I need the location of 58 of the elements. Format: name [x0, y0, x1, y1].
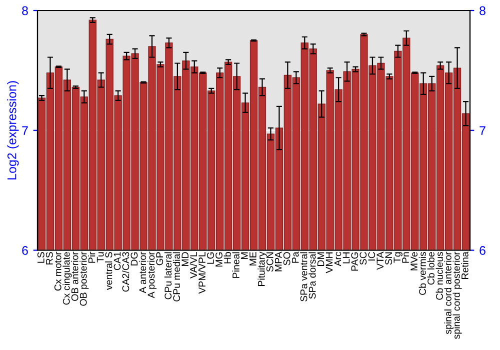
x-tick-label: Pn: [402, 252, 409, 263]
x-tick-label: MD: [182, 252, 188, 266]
x-tick-label: OB posterior: [80, 252, 89, 306]
x-tick-label: LH: [342, 252, 350, 264]
x-tick-label: A anterior: [138, 252, 146, 294]
x-tick-label: VPM/VPL: [198, 252, 206, 294]
x-tick-label: Pa: [292, 252, 299, 263]
x-tick-label: CA2/CA3: [122, 252, 130, 292]
y-tick-label: 8: [22, 6, 28, 16]
x-tick-label: Retina: [461, 252, 468, 279]
x-tick-label: OB anterior: [71, 252, 78, 301]
x-tick-label: Cx cingulate: [62, 252, 72, 305]
x-tick-label: Pituitary: [258, 252, 267, 286]
x-tick-label: Cb vermis: [418, 252, 426, 295]
x-tick-label: Hb: [224, 252, 231, 264]
x-tick-label: Arc: [334, 252, 342, 266]
x-tick-label: Tg: [394, 252, 402, 263]
x-tick-label: VMH: [326, 252, 333, 274]
x-tick-label: DG: [130, 252, 138, 266]
x-tick-label: SPa dorsal: [308, 252, 316, 299]
x-tick-label: SCN: [266, 252, 274, 272]
x-tick-label: SPa ventral: [300, 252, 308, 302]
x-tick-label: Cb nucleus: [436, 252, 443, 300]
x-tick-label: ME: [250, 252, 256, 266]
y-tick-label: 7: [22, 126, 28, 135]
x-tick-label: GP: [156, 252, 164, 266]
x-tick-label: ventral S: [105, 252, 112, 290]
x-tick-label: M: [241, 252, 248, 259]
x-tick-label: IC: [368, 252, 376, 260]
x-tick-label: Pir: [88, 252, 96, 263]
x-tick-label: DM: [317, 252, 324, 266]
x-tick-label: SO: [283, 252, 290, 266]
x-tick-label: CA1: [114, 252, 121, 270]
x-tick-label: PAG: [351, 252, 358, 271]
x-tick-label: spinal cord anterior: [444, 252, 454, 334]
x-tick-label: SC: [360, 252, 367, 265]
x-tick-label: A posterior: [147, 252, 157, 298]
x-tick-label: VA/VL: [190, 252, 197, 278]
x-tick-label: MG: [216, 252, 222, 266]
y-axis-title: Log2 (expression): [7, 81, 19, 180]
x-tick-label: MPA: [275, 252, 282, 272]
y2-tick-label: 6: [480, 246, 486, 255]
y2-tick-label: 8: [480, 6, 486, 16]
x-tick-label: SN: [385, 252, 392, 265]
x-tick-label: Pineal: [232, 252, 240, 278]
x-tick-label: VTA: [376, 252, 384, 270]
x-tick-label: Tu: [96, 252, 104, 262]
x-tick-label: spinal cord posterior: [452, 252, 462, 339]
x-tick-label: RS: [46, 252, 53, 264]
x-tick-label: Cx motor: [54, 252, 62, 291]
x-tick-label: MVe: [410, 252, 418, 270]
y-tick-label: 6: [22, 246, 28, 255]
x-tick-label: LG: [207, 252, 214, 264]
x-tick-label: CPu medial: [172, 252, 180, 302]
x-tick-label: Cb lobe: [427, 252, 434, 285]
x-tick-label: CPu lateral: [164, 252, 172, 300]
y2-tick-label: 7: [480, 126, 486, 135]
x-tick-label: LS: [37, 252, 44, 263]
